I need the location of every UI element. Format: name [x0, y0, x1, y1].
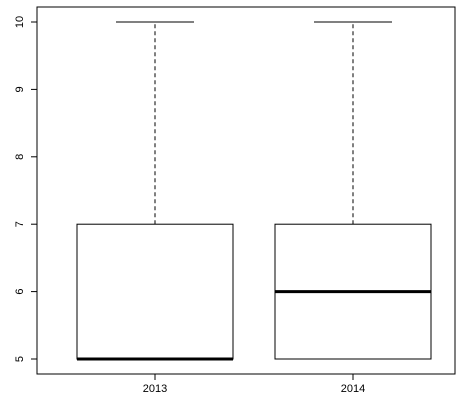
- y-axis: 5 6 7 8 9 10: [14, 16, 38, 362]
- y-tick-label: 6: [14, 289, 26, 295]
- x-tick-label: 2013: [143, 383, 167, 395]
- box-2013: [76, 21, 234, 361]
- y-tick-label: 9: [14, 86, 26, 92]
- y-tick-label: 7: [14, 221, 26, 227]
- y-tick-label: 10: [14, 16, 26, 28]
- boxes-group: [76, 21, 432, 361]
- y-tick-label: 8: [14, 154, 26, 160]
- y-tick-label: 5: [14, 356, 26, 362]
- box-iqr: [76, 223, 234, 360]
- box-2014: [274, 21, 432, 360]
- x-tick-label: 2014: [341, 383, 365, 395]
- x-axis: 2013 2014: [143, 374, 365, 395]
